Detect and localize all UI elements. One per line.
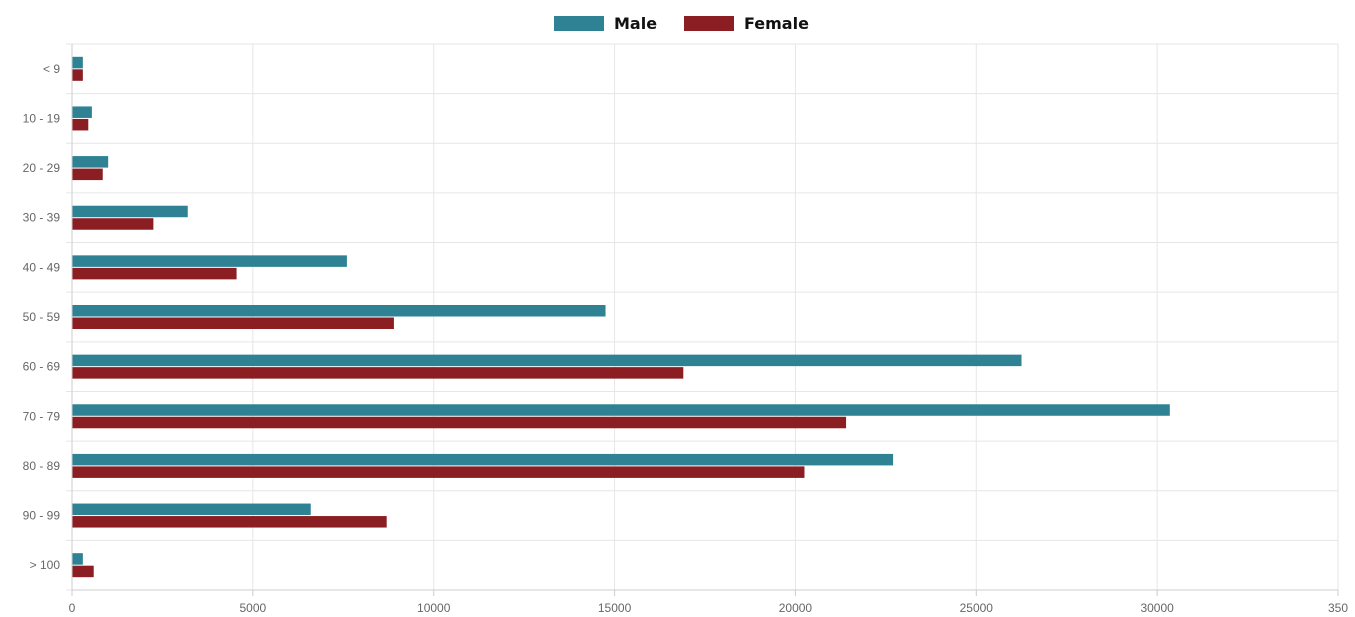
bar-male <box>72 255 347 267</box>
bar-female <box>72 466 805 478</box>
y-category-label: 40 - 49 <box>23 260 61 274</box>
legend-label-male: Male <box>614 14 657 33</box>
bar-female <box>72 367 684 379</box>
bar-female <box>72 218 154 230</box>
y-category-label: < 9 <box>43 62 60 76</box>
bar-female <box>72 267 237 280</box>
bar-female <box>72 317 394 329</box>
bar-male <box>72 354 1022 367</box>
bars <box>72 56 1170 578</box>
bar-male <box>72 205 188 218</box>
y-category-label: 90 - 99 <box>23 509 61 523</box>
bar-male <box>72 56 83 69</box>
bar-female <box>72 416 847 429</box>
x-tick-label: 5000 <box>240 601 267 615</box>
bar-female <box>72 69 83 81</box>
legend-label-female: Female <box>744 14 809 33</box>
y-category-label: 80 - 89 <box>23 459 61 473</box>
x-tick-label: 350 <box>1328 601 1348 615</box>
x-tick-label: 30000 <box>1140 601 1174 615</box>
y-category-label: 30 - 39 <box>23 211 61 225</box>
legend-swatch-female <box>684 16 734 31</box>
x-tick-label: 20000 <box>779 601 813 615</box>
axes: 0 5000 10000 15000 20000 25000 30000 350 < 9 10 -… <box>23 44 1348 615</box>
y-category-label: > 100 <box>30 558 61 572</box>
bar-male <box>72 106 92 118</box>
bar-male <box>72 503 311 516</box>
grid <box>66 43 1339 591</box>
bar-female <box>72 516 387 528</box>
y-category-label: 20 - 29 <box>23 161 61 175</box>
bar-female <box>72 168 103 181</box>
y-category-label: 70 - 79 <box>23 409 61 423</box>
legend-swatch-male <box>554 16 604 31</box>
x-tick-label: 25000 <box>960 601 994 615</box>
bar-female <box>72 565 94 578</box>
bar-male <box>72 404 1170 416</box>
y-category-label: 10 - 19 <box>23 111 61 125</box>
bar-male <box>72 453 894 466</box>
y-category-label: 60 - 69 <box>23 360 61 374</box>
x-tick-label: 0 <box>69 601 76 615</box>
bar-male <box>72 553 83 565</box>
bar-male <box>72 156 109 168</box>
x-tick-label: 10000 <box>417 601 451 615</box>
y-category-label: 50 - 59 <box>23 310 61 324</box>
legend: Male Female <box>554 14 809 33</box>
bar-female <box>72 118 89 131</box>
x-tick-label: 15000 <box>598 601 632 615</box>
bar-male <box>72 305 606 317</box>
